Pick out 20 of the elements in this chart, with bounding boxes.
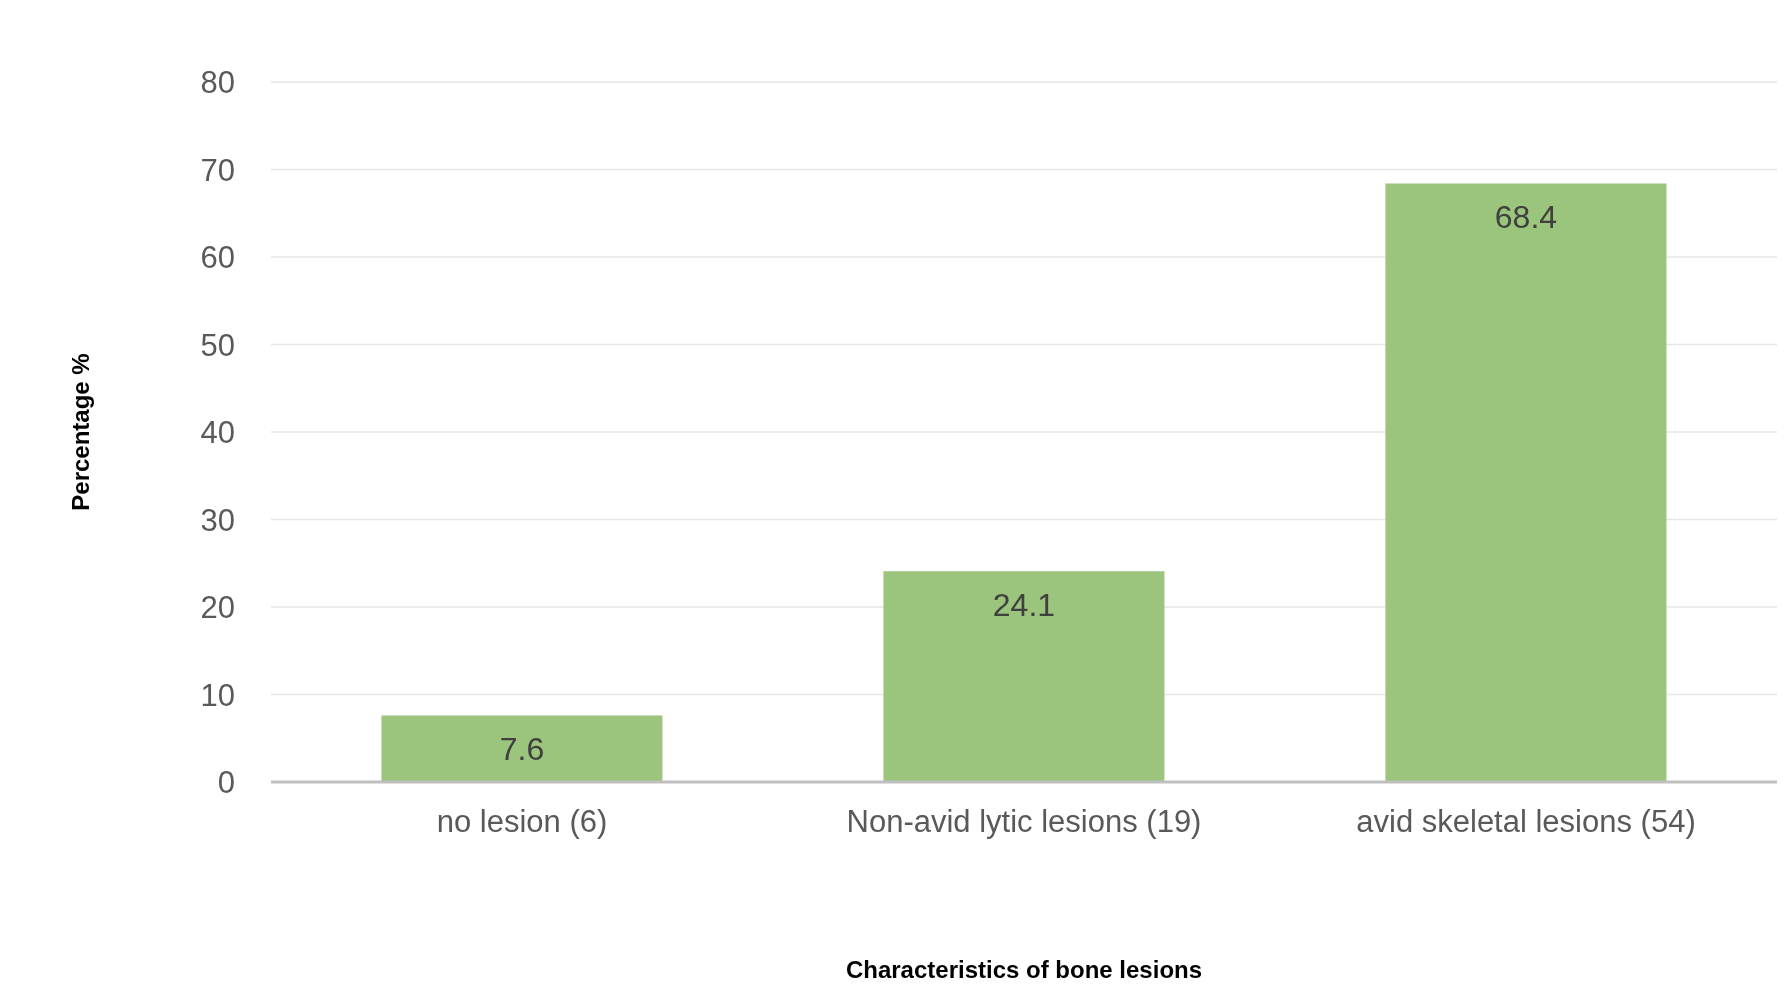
y-axis-title: Percentage % [66,353,94,511]
y-tick-label: 80 [200,65,235,100]
y-tick-label: 0 [217,765,235,801]
data-label: 24.1 [992,586,1056,623]
y-tick-label: 10 [200,677,235,713]
y-tick-label: 40 [200,415,235,451]
y-tick-label: 30 [200,502,235,538]
y-tick-label: 70 [200,152,235,188]
x-tick-label: avid skeletal lesions (54) [1356,804,1696,840]
data-label: 68.4 [1494,199,1558,236]
x-tick-label: no lesion (6) [436,804,608,840]
data-label: 7.6 [499,731,545,768]
x-tick-label: Non-avid lytic lesions (19) [846,804,1202,840]
y-tick-label: 20 [200,590,235,626]
y-tick-label: 50 [200,327,235,363]
bar [883,571,1165,782]
x-axis-title: Characteristics of bone lesions [845,956,1203,983]
bar [1385,183,1667,782]
y-tick-label: 60 [200,240,235,276]
bar [381,715,663,782]
